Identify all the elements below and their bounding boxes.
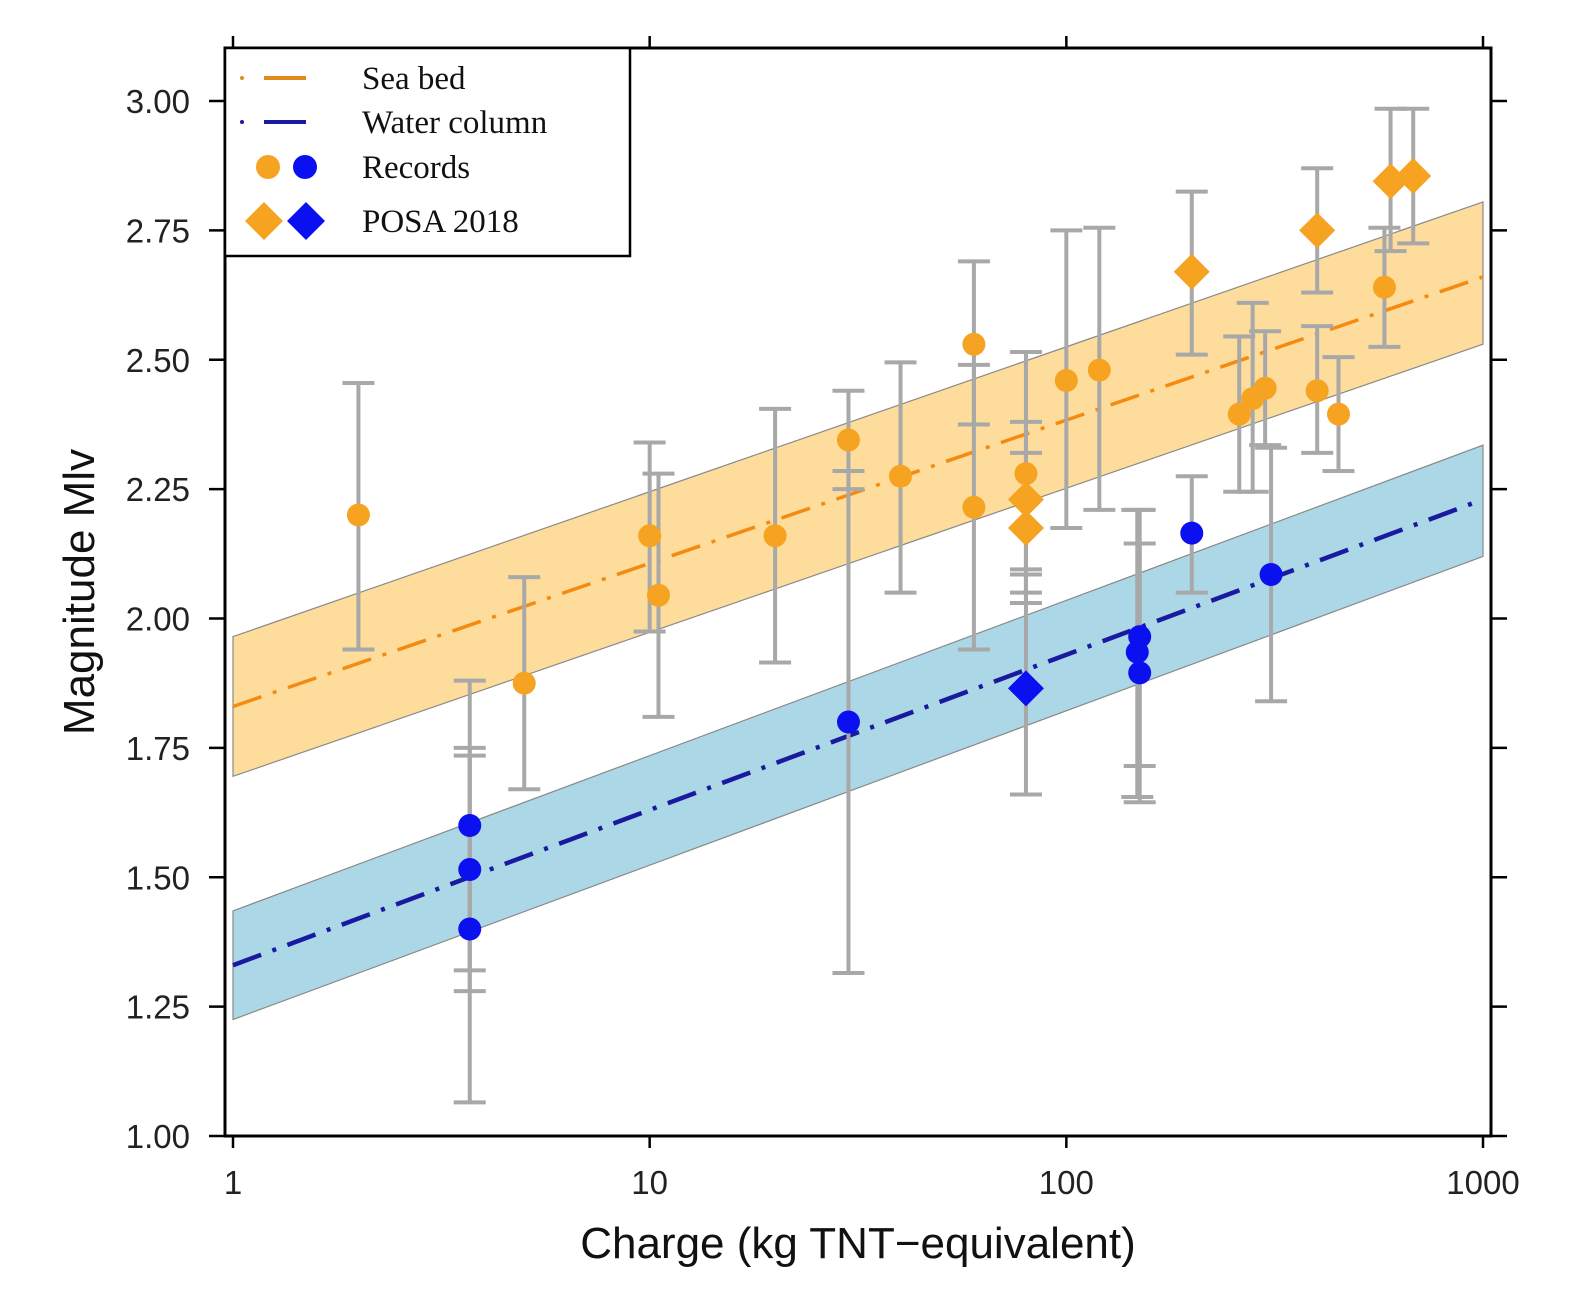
x-tick-labels: 1 10 100 1000: [224, 1164, 1520, 1201]
x-axis-title: Charge (kg TNT−equivalent): [580, 1219, 1136, 1268]
water-record-point: [458, 857, 482, 881]
seabed-record-point: [646, 583, 670, 607]
seabed-record-point: [962, 332, 986, 356]
legend-circle-orange: [256, 155, 280, 179]
water-record-point: [1180, 521, 1204, 545]
legend-circle-blue: [293, 155, 317, 179]
seabed-record-point: [836, 428, 860, 452]
y-tick-label: 2.00: [126, 601, 190, 638]
water-record-point: [836, 710, 860, 734]
water-record-point: [1128, 661, 1152, 685]
x-tick-label: 1: [224, 1164, 242, 1201]
water-record-point: [458, 814, 482, 837]
y-tick-label: 3.00: [126, 83, 190, 120]
legend-label: Sea bed: [362, 61, 466, 97]
seabed-record-point: [889, 464, 913, 488]
seabed-record-point: [763, 524, 787, 548]
y-axis-title: Magnitude Mlv: [55, 449, 104, 735]
seabed-record-point: [1253, 376, 1277, 400]
seabed-posa-2018-point: [1173, 253, 1210, 290]
y-tick-label: 1.50: [126, 859, 190, 896]
legend-diamond-orange: [245, 202, 283, 240]
seabed-record-point: [1054, 368, 1078, 392]
seabed-record-point: [1305, 379, 1329, 403]
data-markers: [346, 158, 1432, 941]
seabed-posa-2018-point: [1299, 212, 1336, 249]
seabed-posa-2018-point: [1395, 158, 1432, 195]
seabed-record-point: [1327, 402, 1351, 426]
plot-frame: [223, 46, 1493, 1138]
seabed-record-point: [1372, 275, 1396, 299]
water-record-point: [458, 917, 482, 941]
y-tick-label: 2.50: [126, 342, 190, 379]
y-tick-label: 2.25: [126, 471, 190, 508]
x-tick-label: 10: [631, 1164, 668, 1201]
seabed-posa-2018-point: [1007, 481, 1044, 518]
legend-label: Water column: [362, 105, 547, 141]
legend-label: POSA 2018: [362, 204, 519, 240]
legend-diamond-blue: [287, 202, 325, 240]
legend-label: Records: [362, 150, 470, 186]
y-tick-label: 1.00: [126, 1118, 190, 1155]
seabed-fit-line: [232, 275, 1484, 709]
seabed-record-point: [962, 495, 986, 519]
y-tick-label: 1.75: [126, 730, 190, 767]
x-tick-label: 1000: [1446, 1164, 1519, 1201]
water-posa-2018-point: [1007, 670, 1044, 707]
water-record-point: [1259, 563, 1283, 587]
legend-line-dot: [240, 76, 244, 80]
water-record-point: [1125, 640, 1149, 664]
seabed-record-point: [1014, 462, 1038, 486]
legend-line-dot: [240, 120, 244, 124]
axis-ticks: [209, 36, 1507, 1148]
seabed-record-point: [346, 503, 370, 527]
y-tick-labels: 1.00 1.25 1.50 1.75 2.00 2.25 2.50 2.75 3.00: [126, 83, 190, 1155]
legend: Sea bed Water column Records POSA 2018: [223, 46, 632, 258]
seabed-record-point: [1227, 402, 1251, 426]
seabed-record-point: [1087, 358, 1111, 382]
y-tick-label: 2.75: [126, 212, 190, 249]
x-tick-label: 100: [1039, 1164, 1094, 1201]
seabed-posa-2018-point: [1007, 509, 1044, 546]
seabed-record-point: [638, 524, 662, 548]
seabed-record-point: [512, 671, 536, 695]
y-tick-label: 1.25: [126, 989, 190, 1026]
